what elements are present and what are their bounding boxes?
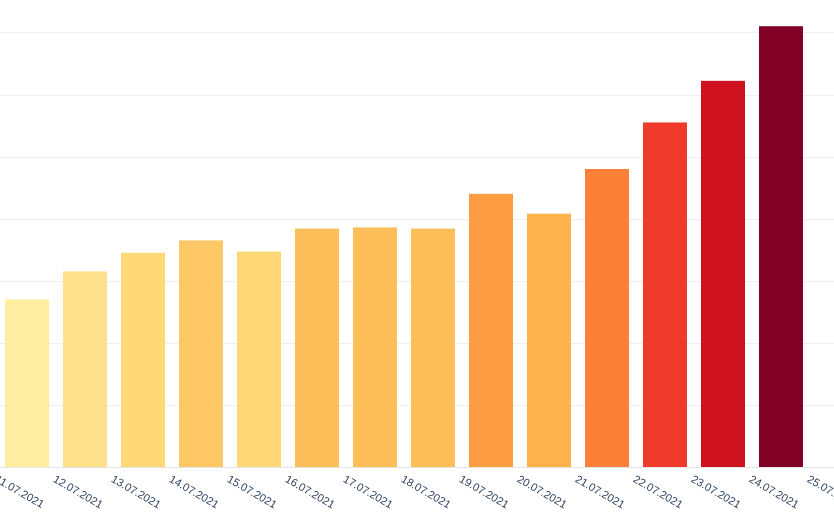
bar[interactable]: [121, 252, 165, 467]
bar[interactable]: [527, 213, 571, 467]
x-tick-label: 21.07.2021: [573, 473, 627, 511]
bar[interactable]: [237, 251, 281, 467]
bar[interactable]: [63, 271, 107, 467]
bar[interactable]: [469, 193, 513, 468]
x-tick-label: 16.07.2021: [283, 473, 337, 511]
x-tick-label: 25.07.2021: [805, 473, 834, 511]
x-tick-label: 14.07.2021: [167, 473, 221, 511]
x-tick-labels: 11.07.2021 12.07.2021 13.07.2021 14.07.2021…: [0, 473, 834, 511]
x-tick-label: 22.07.2021: [631, 473, 685, 511]
bar[interactable]: [179, 240, 223, 467]
x-tick-label: 18.07.2021: [399, 473, 453, 511]
bar[interactable]: [585, 169, 629, 467]
bar[interactable]: [411, 228, 455, 467]
x-tick-label: 23.07.2021: [689, 473, 743, 511]
bar[interactable]: [5, 299, 49, 467]
bar[interactable]: [353, 227, 397, 467]
x-tick-label: 11.07.2021: [0, 473, 46, 511]
bar[interactable]: [701, 80, 745, 467]
bar[interactable]: [295, 228, 339, 467]
bar[interactable]: [643, 122, 687, 467]
bar[interactable]: [759, 26, 803, 467]
bars: [5, 26, 803, 468]
x-tick-label: 12.07.2021: [51, 473, 105, 511]
x-tick-label: 17.07.2021: [341, 473, 395, 511]
x-tick-label: 13.07.2021: [109, 473, 163, 511]
x-tick-label: 15.07.2021: [225, 473, 279, 511]
x-tick-label: 20.07.2021: [515, 473, 569, 511]
x-tick-label: 24.07.2021: [747, 473, 801, 511]
x-tick-label: 19.07.2021: [457, 473, 511, 511]
